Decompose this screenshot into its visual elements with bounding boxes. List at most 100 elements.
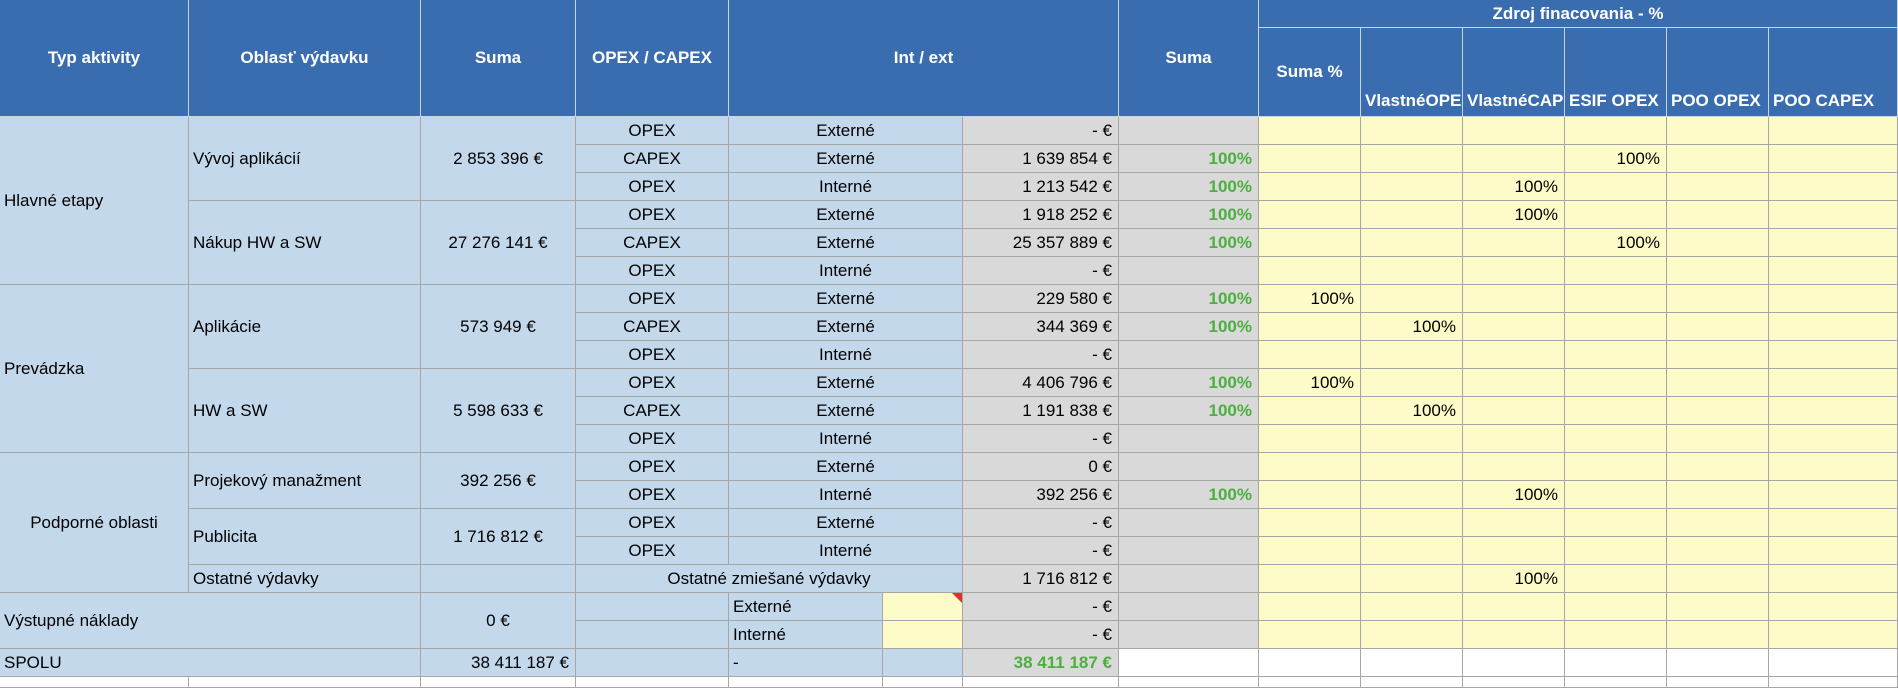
- row-amount[interactable]: - €: [963, 341, 1119, 369]
- row-poo-capex[interactable]: [1769, 229, 1898, 257]
- row-vlastne-opex[interactable]: [1259, 397, 1361, 425]
- row-vlastne-opex[interactable]: [1259, 537, 1361, 565]
- vystupne-amount[interactable]: - €: [963, 593, 1119, 621]
- ostatne-poo-opex[interactable]: [1667, 565, 1769, 593]
- row-suma-pct[interactable]: [1119, 453, 1259, 481]
- row-poo-opex[interactable]: [1667, 453, 1769, 481]
- row-int-ext[interactable]: Externé: [729, 145, 963, 173]
- row-amount[interactable]: 1 918 252 €: [963, 201, 1119, 229]
- row-vlastne-opex[interactable]: [1259, 425, 1361, 453]
- row-poo-capex[interactable]: [1769, 369, 1898, 397]
- row-vlastne-opex[interactable]: [1259, 341, 1361, 369]
- row-vlastne-capex[interactable]: [1361, 453, 1463, 481]
- row-amount[interactable]: 392 256 €: [963, 481, 1119, 509]
- row-type[interactable]: OPEX: [576, 425, 729, 453]
- row-poo-opex[interactable]: [1667, 229, 1769, 257]
- row-vlastne-opex[interactable]: [1259, 481, 1361, 509]
- row-amount[interactable]: - €: [963, 509, 1119, 537]
- row-int-ext[interactable]: Externé: [729, 229, 963, 257]
- row-esif-capex[interactable]: [1565, 257, 1667, 285]
- row-esif-capex[interactable]: [1565, 509, 1667, 537]
- row-esif-opex[interactable]: [1463, 313, 1565, 341]
- area-projekt[interactable]: Projekový manažment: [189, 453, 421, 509]
- row-esif-opex[interactable]: [1463, 341, 1565, 369]
- area-sum-projekt[interactable]: 392 256 €: [421, 453, 576, 509]
- ostatne-vlastne-capex[interactable]: [1361, 565, 1463, 593]
- row-esif-capex[interactable]: [1565, 341, 1667, 369]
- row-poo-capex[interactable]: [1769, 481, 1898, 509]
- spolu-empty-cell[interactable]: [1463, 649, 1565, 677]
- row-esif-opex[interactable]: [1463, 425, 1565, 453]
- row-esif-opex[interactable]: 100%: [1463, 173, 1565, 201]
- row-poo-capex[interactable]: [1769, 201, 1898, 229]
- row-esif-opex[interactable]: [1463, 145, 1565, 173]
- row-suma-pct[interactable]: [1119, 257, 1259, 285]
- row-type[interactable]: OPEX: [576, 509, 729, 537]
- spolu-empty-cell[interactable]: [1259, 649, 1361, 677]
- spolu-input[interactable]: [883, 649, 963, 677]
- ostatne-esif-capex[interactable]: [1565, 565, 1667, 593]
- row-vlastne-opex[interactable]: [1259, 257, 1361, 285]
- row-poo-opex[interactable]: [1667, 313, 1769, 341]
- empty-cell[interactable]: [421, 677, 576, 688]
- row-vlastne-opex[interactable]: [1259, 229, 1361, 257]
- empty-cell[interactable]: [1259, 677, 1361, 688]
- vystupne-type[interactable]: [576, 621, 729, 649]
- ostatne-description[interactable]: Ostatné zmiešané výdavky: [576, 565, 963, 593]
- row-esif-opex[interactable]: 100%: [1463, 201, 1565, 229]
- area-sum-ostatne[interactable]: [421, 565, 576, 593]
- empty-cell[interactable]: [1769, 677, 1898, 688]
- row-esif-capex[interactable]: [1565, 313, 1667, 341]
- row-suma-pct[interactable]: 100%: [1119, 201, 1259, 229]
- row-vlastne-capex[interactable]: [1361, 257, 1463, 285]
- row-poo-opex[interactable]: [1667, 341, 1769, 369]
- empty-cell[interactable]: [1667, 677, 1769, 688]
- ostatne-vlastne-opex[interactable]: [1259, 565, 1361, 593]
- row-poo-capex[interactable]: [1769, 285, 1898, 313]
- row-int-ext[interactable]: Externé: [729, 453, 963, 481]
- row-vlastne-opex[interactable]: [1259, 453, 1361, 481]
- row-type[interactable]: CAPEX: [576, 229, 729, 257]
- row-amount[interactable]: - €: [963, 257, 1119, 285]
- row-poo-opex[interactable]: [1667, 509, 1769, 537]
- row-vlastne-capex[interactable]: [1361, 117, 1463, 145]
- row-poo-capex[interactable]: [1769, 173, 1898, 201]
- spolu-empty-cell[interactable]: [1565, 649, 1667, 677]
- row-poo-opex[interactable]: [1667, 369, 1769, 397]
- row-poo-capex[interactable]: [1769, 145, 1898, 173]
- spolu-empty-cell[interactable]: [1769, 649, 1898, 677]
- row-suma-pct[interactable]: 100%: [1119, 145, 1259, 173]
- vystupne-source-cell[interactable]: [1667, 621, 1769, 649]
- row-amount[interactable]: 344 369 €: [963, 313, 1119, 341]
- row-type[interactable]: OPEX: [576, 201, 729, 229]
- area-publicita[interactable]: Publicita: [189, 509, 421, 565]
- row-type[interactable]: OPEX: [576, 453, 729, 481]
- empty-cell[interactable]: [189, 677, 421, 688]
- row-esif-opex[interactable]: [1463, 285, 1565, 313]
- row-suma-pct[interactable]: 100%: [1119, 313, 1259, 341]
- group-vystupne-naklady[interactable]: Výstupné náklady: [0, 593, 421, 649]
- row-esif-capex[interactable]: [1565, 201, 1667, 229]
- ostatne-poo-capex[interactable]: [1769, 565, 1898, 593]
- row-int-ext[interactable]: Externé: [729, 397, 963, 425]
- spolu-type[interactable]: [576, 649, 729, 677]
- vystupne-amount[interactable]: - €: [963, 621, 1119, 649]
- area-sum-vyvoj[interactable]: 2 853 396 €: [421, 117, 576, 201]
- row-poo-capex[interactable]: [1769, 397, 1898, 425]
- row-suma-pct[interactable]: 100%: [1119, 369, 1259, 397]
- row-esif-capex[interactable]: [1565, 369, 1667, 397]
- row-esif-opex[interactable]: [1463, 509, 1565, 537]
- row-poo-opex[interactable]: [1667, 397, 1769, 425]
- row-amount[interactable]: 25 357 889 €: [963, 229, 1119, 257]
- vystupne-source-cell[interactable]: [1361, 621, 1463, 649]
- row-vlastne-opex[interactable]: [1259, 201, 1361, 229]
- group-podporne-oblasti[interactable]: Podporné oblasti: [0, 453, 189, 593]
- empty-cell[interactable]: [729, 677, 883, 688]
- row-suma-pct[interactable]: [1119, 537, 1259, 565]
- row-vlastne-capex[interactable]: 100%: [1361, 397, 1463, 425]
- row-esif-capex[interactable]: [1565, 173, 1667, 201]
- row-esif-capex[interactable]: 100%: [1565, 229, 1667, 257]
- vystupne-source-cell[interactable]: [1259, 621, 1361, 649]
- row-type[interactable]: OPEX: [576, 537, 729, 565]
- row-suma-pct[interactable]: [1119, 341, 1259, 369]
